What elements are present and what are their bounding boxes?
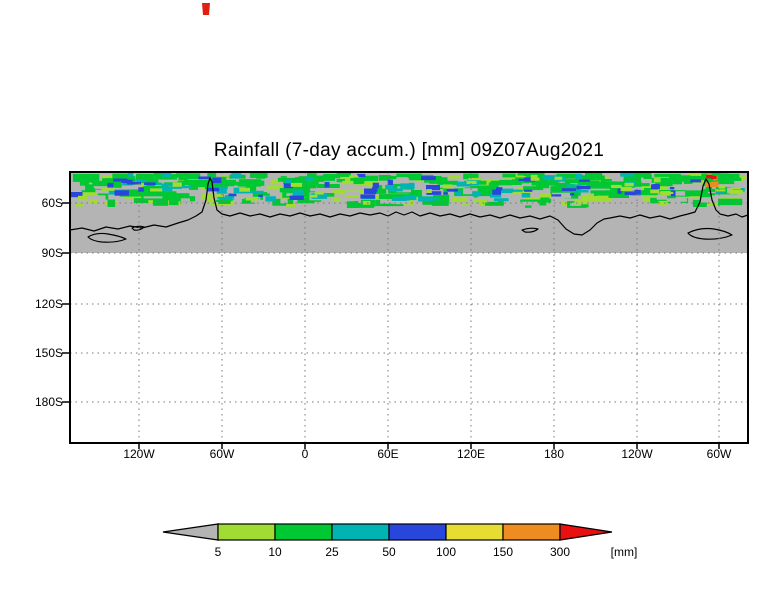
colorbar-label: 300 (549, 545, 571, 559)
plot-frame (69, 171, 749, 444)
x-axis-label: 180 (543, 447, 565, 461)
colorbar-label: 10 (268, 545, 282, 559)
colorbar-label: 150 (492, 545, 514, 559)
y-axis-label: 60S (41, 196, 63, 210)
plot-content (70, 172, 748, 253)
offscreen-figure-fragment (202, 3, 210, 15)
colorbar-label: 100 (435, 545, 457, 559)
colorbar-segment (388, 523, 447, 541)
x-axis-label: 60W (706, 447, 732, 461)
y-axis-label: 180S (34, 395, 63, 409)
colorbar (162, 523, 613, 541)
x-axis-label: 120W (123, 447, 155, 461)
y-axis-label: 150S (34, 346, 63, 360)
colorbar-segment (502, 523, 561, 541)
x-axis-label: 60W (209, 447, 235, 461)
plot-title: Rainfall (7-day accum.) [mm] 09Z07Aug202… (213, 140, 605, 161)
x-axis-label: 60E (377, 447, 399, 461)
y-axis-label: 90S (41, 246, 63, 260)
colorbar-segment (331, 523, 390, 541)
rainfall-shading (70, 172, 747, 208)
colorbar-segment (217, 523, 276, 541)
colorbar-label: 25 (325, 545, 339, 559)
colorbar-label: 50 (382, 545, 396, 559)
colorbar-segment (445, 523, 504, 541)
gridlines (70, 172, 748, 443)
colorbar-label: 5 (214, 545, 222, 559)
x-axis-label: 120E (456, 447, 486, 461)
x-axis-label: 120W (621, 447, 653, 461)
coastline (70, 177, 748, 243)
colorbar-right-arrow (559, 523, 613, 541)
colorbar-segment (274, 523, 333, 541)
y-axis-label: 120S (34, 297, 63, 311)
colorbar-unit-label: [mm] (610, 545, 638, 559)
x-axis-label: 0 (301, 447, 309, 461)
colorbar-left-arrow (162, 523, 219, 541)
